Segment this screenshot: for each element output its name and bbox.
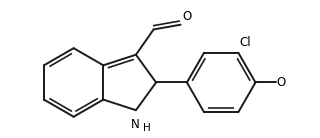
Text: H: H — [143, 123, 150, 132]
Text: N: N — [131, 118, 140, 131]
Text: O: O — [183, 10, 192, 23]
Text: O: O — [277, 76, 286, 89]
Text: Cl: Cl — [240, 36, 251, 49]
